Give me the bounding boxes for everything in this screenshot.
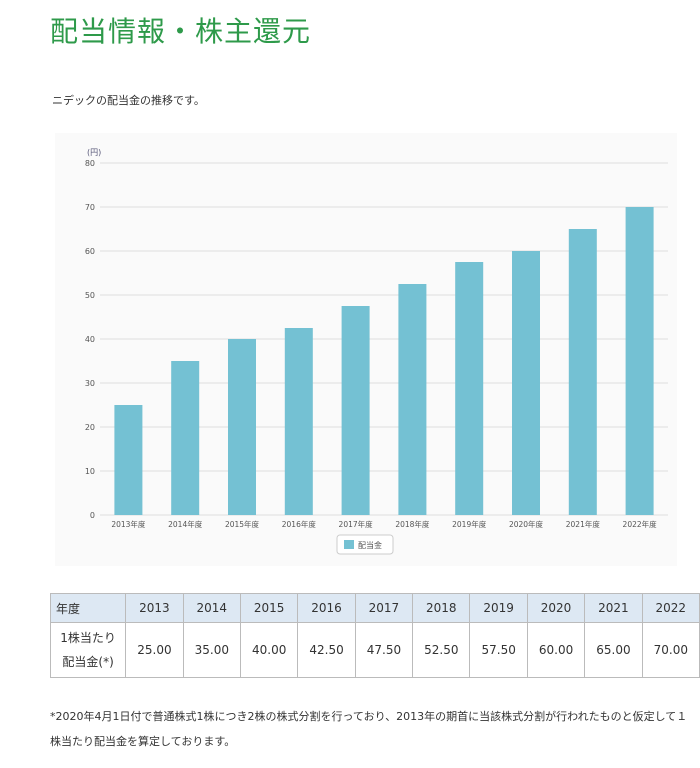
bar — [512, 251, 540, 515]
y-tick-label: 70 — [85, 203, 95, 212]
table-row: 1株当たり配当金(*) 25.00 35.00 40.00 42.50 47.50 52.… — [49, 622, 700, 678]
dividend-table: 年度 2013 2014 2015 2016 2017 2018 2019 2020 2021 2… — [49, 593, 700, 678]
x-tick-label: 2020年度 — [509, 519, 544, 529]
row-label: 1株当たり配当金(*) — [49, 622, 127, 678]
year-header: 2014 — [182, 593, 241, 623]
bar — [114, 405, 143, 515]
row-label-line2: 配当金(*) — [62, 655, 114, 669]
x-tick-label: 2021年度 — [566, 519, 601, 529]
bar — [625, 207, 654, 515]
dividend-cell: 65.00 — [584, 622, 643, 678]
dividend-cell: 40.00 — [239, 622, 299, 678]
table-header-row: 年度 2013 2014 2015 2016 2017 2018 2019 2020 2021 2… — [49, 593, 700, 623]
bar — [341, 306, 370, 515]
x-tick-label: 2014年度 — [168, 519, 203, 529]
year-header: 2013 — [125, 593, 184, 623]
year-header: 2021 — [584, 593, 643, 623]
y-tick-label: 50 — [85, 291, 95, 300]
year-header: 2018 — [412, 593, 471, 623]
year-header: 2015 — [239, 593, 299, 623]
chart-svg: (円) 0 10 20 30 40 50 60 70 80 2013年度 2014年度 2015年度 20… — [85, 148, 668, 555]
y-tick-label: 30 — [85, 379, 95, 388]
year-header: 2020 — [526, 593, 586, 623]
x-tick-label: 2017年度 — [339, 519, 374, 529]
year-header: 2016 — [297, 593, 356, 623]
y-tick-label: 80 — [85, 159, 95, 168]
x-tick-label: 2015年度 — [225, 519, 260, 529]
x-tick-label: 2013年度 — [111, 519, 146, 529]
row-label-line1: 1株当たり — [60, 631, 116, 645]
y-tick-label: 60 — [85, 247, 95, 256]
dividend-cell: 47.50 — [354, 622, 414, 678]
intro-text: ニデックの配当金の推移です。 — [52, 94, 205, 107]
footnote: *2020年4月1日付で普通株式1株につき2株の株式分割を行っており、2013年… — [50, 710, 688, 748]
y-tick-label: 0 — [90, 511, 95, 520]
x-tick-label: 2016年度 — [282, 519, 317, 529]
x-tick-label: 2018年度 — [395, 519, 430, 529]
bar — [568, 229, 597, 515]
y-tick-label: 10 — [85, 467, 95, 476]
year-header: 2017 — [354, 593, 414, 623]
bar — [398, 284, 427, 515]
dividend-cell: 60.00 — [526, 622, 586, 678]
bar — [228, 339, 256, 515]
legend-label: 配当金 — [358, 540, 382, 550]
year-header: 2022 — [641, 593, 700, 623]
y-axis-unit: (円) — [87, 148, 101, 157]
x-tick-label: 2022年度 — [623, 519, 658, 529]
dividend-cell: 52.50 — [412, 622, 471, 678]
dividend-cell: 25.00 — [125, 622, 184, 678]
legend[interactable] — [336, 534, 394, 555]
dividend-cell: 35.00 — [182, 622, 241, 678]
bar — [455, 262, 484, 515]
year-header: 2019 — [469, 593, 528, 623]
dividend-cell: 42.50 — [297, 622, 356, 678]
bar — [171, 361, 200, 515]
dividend-cell: 57.50 — [469, 622, 528, 678]
dividend-chart: (円) 0 10 20 30 40 50 60 70 80 2013年度 2014年度 2015年度 20… — [55, 133, 677, 566]
legend-swatch — [344, 540, 354, 549]
bar — [284, 328, 313, 515]
dividend-cell: 70.00 — [641, 622, 700, 678]
page-title: 配当情報・株主還元 — [50, 15, 312, 48]
y-tick-label: 40 — [85, 335, 95, 344]
y-tick-label: 20 — [85, 423, 95, 432]
header-year-label: 年度 — [49, 593, 127, 623]
x-tick-label: 2019年度 — [452, 519, 487, 529]
